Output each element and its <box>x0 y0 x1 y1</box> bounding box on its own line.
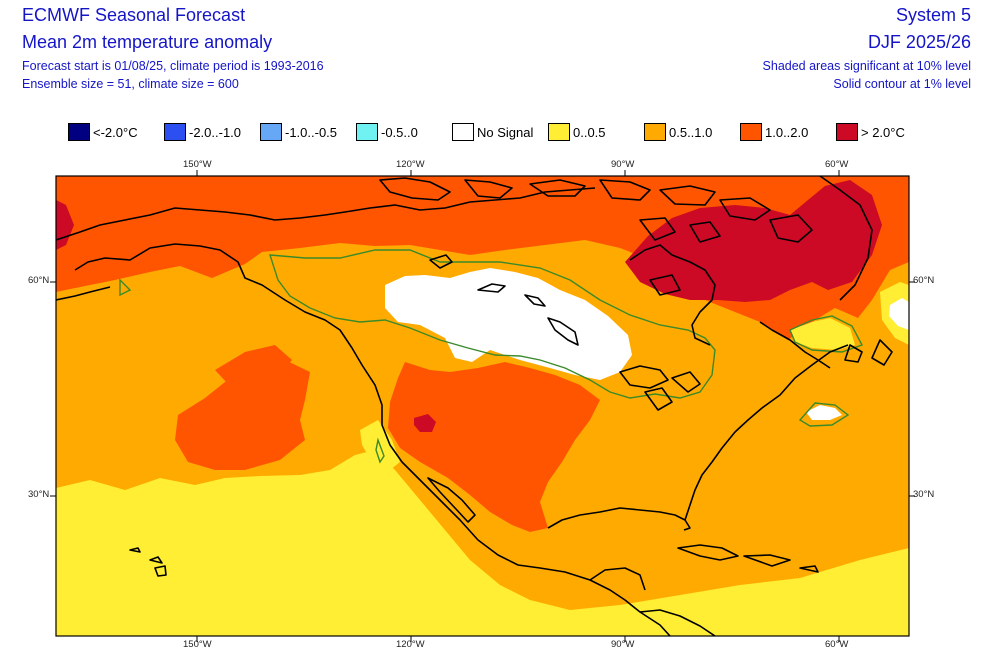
lon-label-top: 90°W <box>611 159 635 170</box>
lat-label-right: 60°N <box>913 275 935 286</box>
legend-label: -0.5..0 <box>381 124 418 140</box>
legend-item: > 2.0°C <box>836 121 905 143</box>
significance-contours <box>119 249 863 464</box>
system-label: System 5 <box>895 5 971 25</box>
lat-label-right: 30°N <box>913 489 935 500</box>
legend-swatch <box>548 123 570 141</box>
legend-label: No Signal <box>477 124 534 140</box>
significance-note: Shaded areas significant at 10% level <box>762 59 971 73</box>
legend-swatch <box>260 123 282 141</box>
anomaly-region-above-2.0-southwest-us <box>414 414 436 432</box>
legend-item: 0.5..1.0 <box>644 121 712 143</box>
season-label: DJF 2025/26 <box>867 32 971 52</box>
legend-item: No Signal <box>452 121 533 143</box>
tick-marks <box>50 170 915 642</box>
lon-label-bottom: 90°W <box>611 639 635 650</box>
legend-label: 0..0.5 <box>573 124 606 140</box>
legend-label: -2.0..-1.0 <box>189 124 242 140</box>
no-signal-region <box>385 268 632 380</box>
legend-swatch <box>164 123 186 141</box>
anomaly-region-1.0-2.0-pacific <box>175 360 310 470</box>
anomaly-region-above-2.0-northwest <box>56 200 74 250</box>
legend-item: <-2.0°C <box>68 121 138 143</box>
map-title: ECMWF Seasonal Forecast <box>22 5 246 25</box>
anomaly-region-1.0-2.0-southwest-us <box>388 362 600 532</box>
legend-swatch <box>740 123 762 141</box>
map-frame <box>55 175 910 637</box>
legend-label: 1.0..2.0 <box>765 124 809 140</box>
coastlines <box>56 176 893 636</box>
legend-label: 0.5..1.0 <box>669 124 713 140</box>
legend-swatch <box>68 123 90 141</box>
forecast-start-info: Forecast start is 01/08/25, climate peri… <box>22 59 324 73</box>
legend-label: <-2.0°C <box>93 124 138 140</box>
lat-label-left: 60°N <box>28 275 50 286</box>
lon-label-bottom: 120°W <box>396 639 425 650</box>
legend-item: 1.0..2.0 <box>740 121 808 143</box>
legend-item: -2.0..-1.0 <box>164 121 241 143</box>
lon-label-top: 60°W <box>825 159 849 170</box>
no-signal-region-greenland-inner <box>889 298 909 330</box>
legend-item: 0..0.5 <box>548 121 606 143</box>
legend-swatch <box>356 123 378 141</box>
legend-swatch <box>452 123 474 141</box>
legend-item: -0.5..0 <box>356 121 418 143</box>
lat-label-left: 30°N <box>28 489 50 500</box>
legend-swatch <box>836 123 858 141</box>
no-signal-region-atlantic <box>806 405 842 420</box>
anomaly-region-above-2.0-hudson <box>625 180 882 302</box>
contour-note: Solid contour at 1% level <box>833 77 971 91</box>
map-subtitle: Mean 2m temperature anomaly <box>22 32 273 52</box>
lon-label-bottom: 150°W <box>183 639 212 650</box>
anomaly-region-0-0.5-labrador-sea <box>790 318 855 350</box>
lon-label-top: 120°W <box>396 159 425 170</box>
ensemble-info: Ensemble size = 51, climate size = 600 <box>22 77 239 91</box>
anomaly-region-1.0-2.0-gulf <box>215 345 292 384</box>
anomaly-region-0-0.5-southwest <box>56 450 909 636</box>
lon-label-bottom: 60°W <box>825 639 849 650</box>
legend-item: -1.0..-0.5 <box>260 121 337 143</box>
lon-label-top: 150°W <box>183 159 212 170</box>
legend-label: > 2.0°C <box>861 124 905 140</box>
legend-label: -1.0..-0.5 <box>285 124 338 140</box>
legend-swatch <box>644 123 666 141</box>
